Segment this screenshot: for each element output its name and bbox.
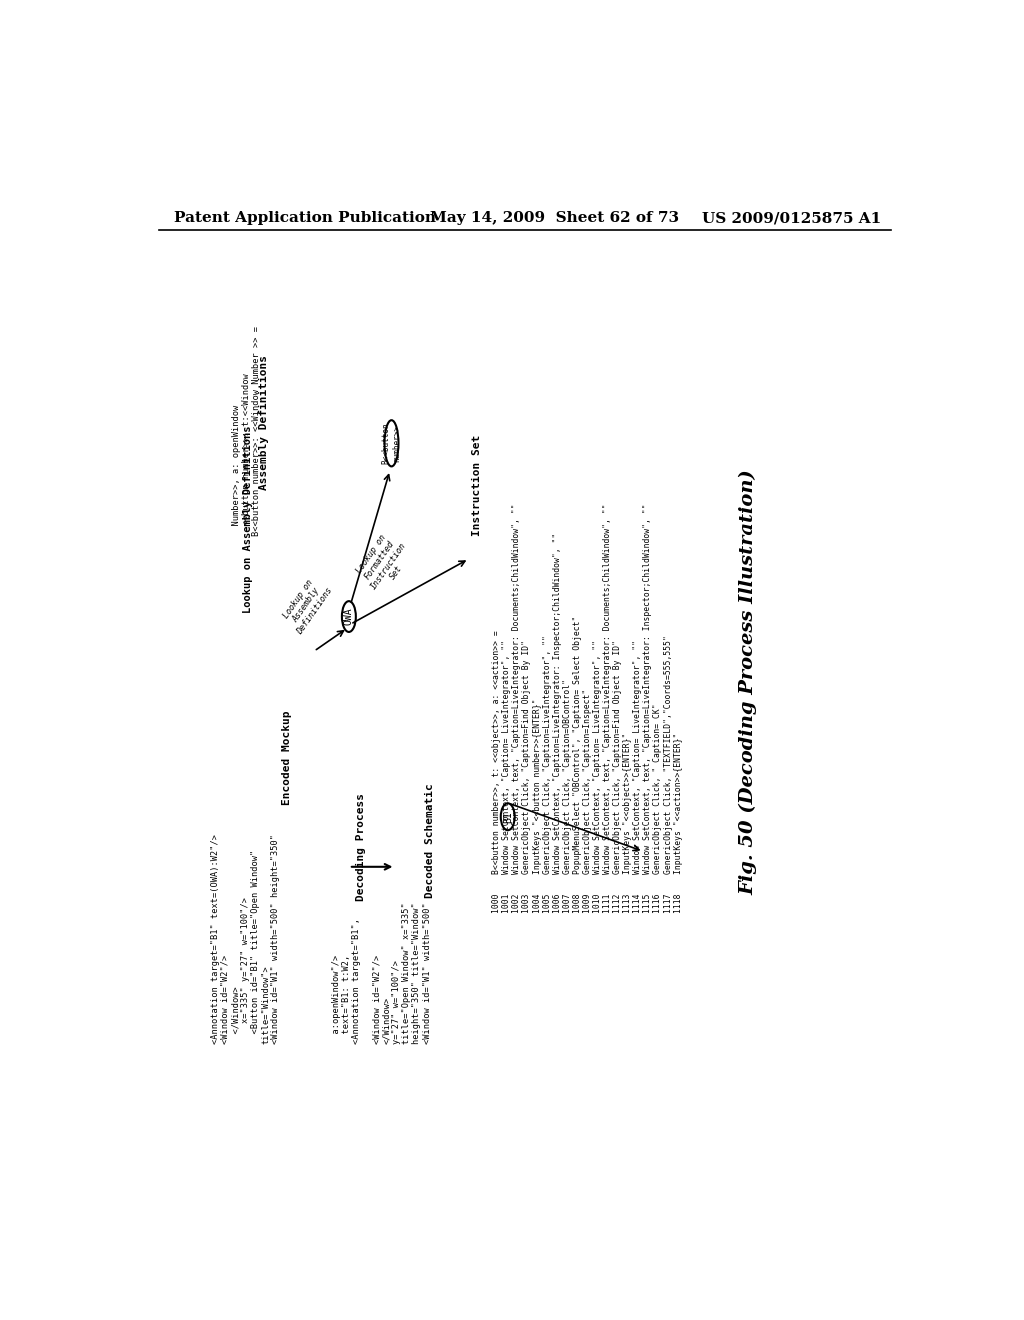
Text: <Button id="B1" title="Open Window": <Button id="B1" title="Open Window" bbox=[251, 850, 260, 1044]
Text: title="Open Window" x="335": title="Open Window" x="335" bbox=[402, 902, 412, 1044]
Text: B1: B1 bbox=[503, 810, 513, 822]
Text: 1002    Window SetContext, text, "Caption=LiveIntegrator: Documents;ChildWindow": 1002 Window SetContext, text, "Caption=L… bbox=[512, 503, 521, 913]
Text: Decoded Schematic: Decoded Schematic bbox=[425, 783, 435, 898]
Text: Decoding Process: Decoding Process bbox=[355, 793, 366, 902]
Text: <Window id="W2"/>: <Window id="W2"/> bbox=[221, 954, 230, 1044]
Text: 1114    Window SetContext, "Caption= LiveIntegrator", "": 1114 Window SetContext, "Caption= LiveIn… bbox=[633, 640, 642, 913]
Text: <Window id="W2"/>: <Window id="W2"/> bbox=[372, 954, 381, 1044]
Text: Encoded Mockup: Encoded Mockup bbox=[282, 710, 292, 805]
Text: 1111    Window SetContext, text, "Caption=LiveIntegrator: Documents;ChildWindow": 1111 Window SetContext, text, "Caption=L… bbox=[603, 503, 612, 913]
Text: <Window id="W1" width="500": <Window id="W1" width="500" bbox=[423, 902, 431, 1044]
Text: OWA: OWA bbox=[344, 607, 354, 626]
Text: 1010    Window SetContext, "Caption= LiveIntegrator", "": 1010 Window SetContext, "Caption= LiveIn… bbox=[593, 640, 602, 913]
Text: Number>>, a: openWindow: Number>>, a: openWindow bbox=[231, 404, 241, 536]
Text: </Window>: </Window> bbox=[382, 997, 391, 1044]
Text: B<<button number>>: <<Window Number >> =: B<<button number>>: <<Window Number >> = bbox=[252, 326, 261, 536]
Text: Lookup on Assembly Definitions: Lookup on Assembly Definitions bbox=[243, 425, 253, 612]
Text: 1118    InputKeys "<<action>>{ENTER}": 1118 InputKeys "<<action>>{ENTER}" bbox=[674, 733, 683, 913]
Text: </Window>: </Window> bbox=[231, 986, 240, 1044]
Text: <<button number>>: t:<<Window: <<button number>>: t:<<Window bbox=[242, 374, 251, 536]
Text: 1007    GenericObject Click, "Caption=OBControl": 1007 GenericObject Click, "Caption=OBCon… bbox=[563, 678, 571, 913]
Text: x="335" y="27" w="100"/>: x="335" y="27" w="100"/> bbox=[241, 896, 250, 1044]
Text: 1112    GenericObject Click, "Caption=Find Object By ID": 1112 GenericObject Click, "Caption=Find … bbox=[613, 640, 623, 913]
Text: Assembly Definitions: Assembly Definitions bbox=[259, 355, 268, 490]
Text: May 14, 2009  Sheet 62 of 73: May 14, 2009 Sheet 62 of 73 bbox=[430, 211, 679, 226]
Text: Instruction Set: Instruction Set bbox=[472, 434, 481, 536]
Text: 1113    InputKeys "<<object>>{ENTER}": 1113 InputKeys "<<object>>{ENTER}" bbox=[624, 733, 632, 913]
Text: <Window id="W1" width="500" height="350": <Window id="W1" width="500" height="350" bbox=[271, 834, 281, 1044]
Text: 1001    Window SetContext, "Caption= LiveIntegrator", "": 1001 Window SetContext, "Caption= LiveIn… bbox=[503, 640, 511, 913]
Text: height="350" title="Window": height="350" title="Window" bbox=[413, 902, 422, 1044]
Text: US 2009/0125875 A1: US 2009/0125875 A1 bbox=[701, 211, 881, 226]
Text: y="27" w="100"/>: y="27" w="100"/> bbox=[392, 960, 401, 1044]
Text: B<<button
number>>: B<<button number>> bbox=[382, 422, 401, 465]
Text: 1003    GenericObject Click, "Caption=Find Object By ID": 1003 GenericObject Click, "Caption=Find … bbox=[522, 640, 531, 913]
Text: 1005    GenericObject Click, "Caption=LiveIntegrator", "": 1005 GenericObject Click, "Caption=LiveI… bbox=[543, 635, 552, 913]
Text: 1008    PopupMenuSelect "OBControl", "Caption= Select Object": 1008 PopupMenuSelect "OBControl", "Capti… bbox=[572, 615, 582, 913]
Text: <Annotation target="B1",: <Annotation target="B1", bbox=[352, 917, 361, 1044]
Text: 1009    GenericObject Click, "Caption=Inspect": 1009 GenericObject Click, "Caption=Inspe… bbox=[583, 689, 592, 913]
Text: Lookup on
Formatted
Instruction
Set: Lookup on Formatted Instruction Set bbox=[351, 529, 416, 598]
Text: 1004    InputKeys "<<button number>>{ENTER}": 1004 InputKeys "<<button number>>{ENTER}… bbox=[532, 698, 542, 913]
Text: 1006    Window SetContext, "Caption=LiveIntegrator: Inspector;ChildWindow", "": 1006 Window SetContext, "Caption=LiveInt… bbox=[553, 533, 562, 913]
Text: 1000    B<<button number>>, t: <<object>>, a: <<action>> =: 1000 B<<button number>>, t: <<object>>, … bbox=[493, 630, 502, 913]
Text: a:openWindow"/>: a:openWindow"/> bbox=[332, 954, 341, 1044]
Text: 1116    GenericObject Click, " Caption= CK": 1116 GenericObject Click, " Caption= CK" bbox=[653, 704, 663, 913]
Text: Patent Application Publication: Patent Application Publication bbox=[174, 211, 436, 226]
Text: title="Window">: title="Window"> bbox=[261, 965, 270, 1044]
Text: 1115    Window SetContext, text, "Caption=LiveIntegrator: Inspector;ChildWindow": 1115 Window SetContext, text, "Caption=L… bbox=[643, 503, 652, 913]
Text: 1117    GenericObject Click, "TEXTFIELD","Coords=555,555": 1117 GenericObject Click, "TEXTFIELD","C… bbox=[664, 635, 673, 913]
Text: text="B1: t:W2,: text="B1: t:W2, bbox=[342, 954, 351, 1044]
Text: Lookup on
Assembly
Definitions: Lookup on Assembly Definitions bbox=[279, 574, 334, 636]
Text: <Annotation target="B1" text=(OWA):W2"/>: <Annotation target="B1" text=(OWA):W2"/> bbox=[211, 834, 220, 1044]
Text: Fig. 50 (Decoding Process Illustration): Fig. 50 (Decoding Process Illustration) bbox=[739, 469, 757, 895]
